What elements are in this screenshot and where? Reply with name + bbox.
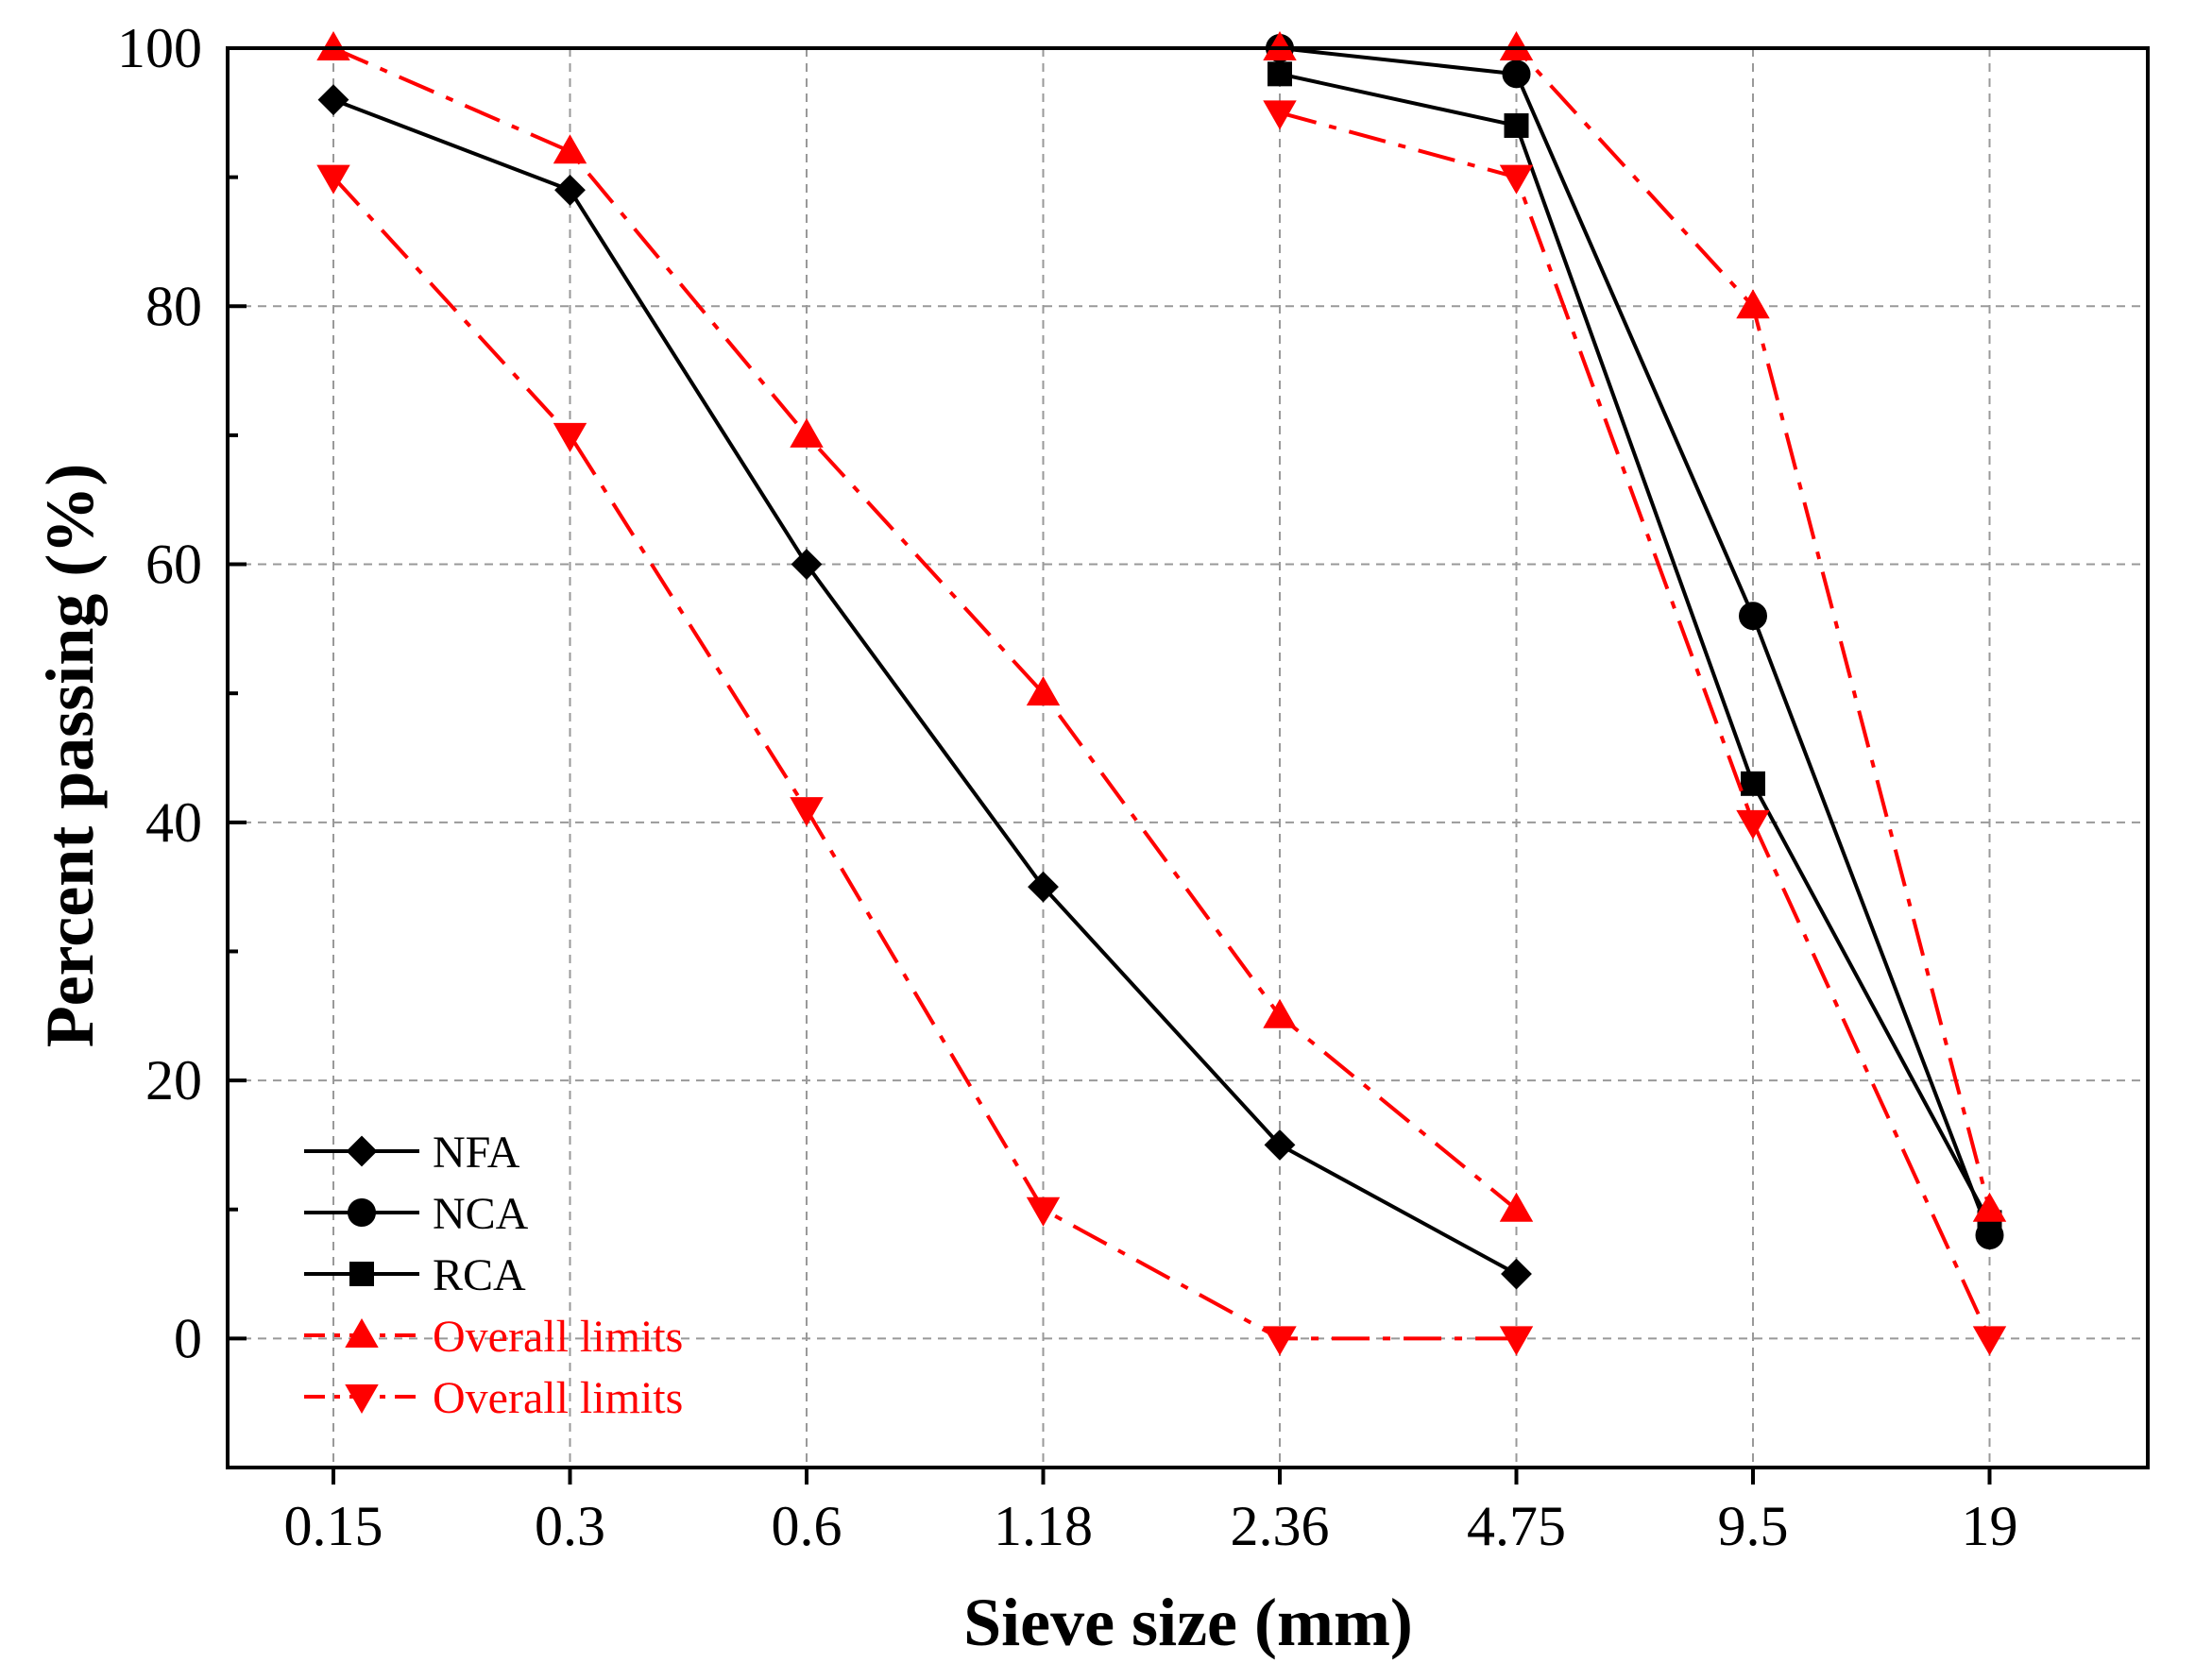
- data-point-9.5: [1739, 602, 1767, 631]
- data-point-2.36: [1263, 1326, 1297, 1356]
- data-point-2.36: [1264, 1128, 1296, 1161]
- data-point-1.18: [1026, 676, 1061, 706]
- data-point-4.75: [1502, 59, 1531, 89]
- data-point-0.3: [553, 422, 587, 452]
- data-point-4.75: [1504, 112, 1529, 138]
- legend-label: NFA: [433, 1128, 520, 1178]
- data-point-1.18: [1028, 871, 1059, 903]
- series-line: [1279, 46, 1992, 1236]
- y-axis-title: Percent passing (%): [32, 464, 108, 1048]
- series-line: [332, 176, 1517, 1341]
- data-point-0.15: [317, 84, 349, 116]
- x-tick-label: 0.15: [284, 1495, 383, 1557]
- data-point-9.5: [1736, 289, 1770, 319]
- legend-marker: [346, 1135, 378, 1167]
- x-tick-label: 0.6: [772, 1495, 842, 1557]
- plot-frame: [226, 46, 2150, 1469]
- data-point-2.36: [1263, 100, 1297, 130]
- data-point-0.6: [791, 549, 823, 580]
- x-tick-label: 0.3: [535, 1495, 605, 1557]
- series-overall-limits-4: [316, 164, 1534, 1356]
- data-point-4.75: [1501, 1258, 1532, 1290]
- legend-marker: [349, 1262, 374, 1286]
- data-point-1.18: [1026, 1196, 1061, 1227]
- x-tick-label: 9.5: [1718, 1495, 1789, 1557]
- series-nca-1: [1266, 34, 2004, 1250]
- y-tick-label: 80: [145, 275, 202, 337]
- data-point-0.6: [790, 417, 824, 448]
- y-tick-label: 20: [145, 1049, 202, 1112]
- legend-label: NCA: [433, 1189, 529, 1239]
- series-overall-limits-3: [316, 30, 1534, 1222]
- x-axis-title: Sieve size (mm): [963, 1585, 1413, 1660]
- data-point-9.5: [1736, 809, 1770, 840]
- legend-marker: [348, 1198, 376, 1227]
- series-nfa-0: [317, 84, 1532, 1290]
- legend-item: RCA: [304, 1250, 526, 1300]
- data-point-0.3: [553, 134, 587, 164]
- series-rca-2: [1268, 61, 2002, 1235]
- series-overall-limits-6: [1263, 100, 2007, 1356]
- series-line: [332, 97, 1518, 1276]
- series-line: [1280, 46, 1992, 1211]
- legend-item: NCA: [304, 1189, 529, 1239]
- legend-label: Overall limits: [433, 1312, 683, 1362]
- legend-label: RCA: [433, 1250, 526, 1300]
- x-tick-label: 1.18: [994, 1495, 1093, 1557]
- data-point-4.75: [1499, 1326, 1534, 1356]
- series-line: [1279, 72, 1992, 1224]
- data-point-19: [1972, 1192, 2007, 1222]
- data-point-0.15: [316, 164, 350, 195]
- series-layer: [316, 30, 2007, 1356]
- y-tick-label: 60: [145, 534, 202, 596]
- x-tick-label: 4.75: [1467, 1495, 1566, 1557]
- data-point-0.6: [790, 797, 824, 827]
- y-tick-label: 40: [145, 791, 202, 854]
- legend-label: Overall limits: [433, 1373, 683, 1423]
- series-line: [332, 46, 1518, 1212]
- data-point-2.36: [1268, 61, 1292, 87]
- axes-layer: 0 20 40 60 80 100 0.15 0.3 0.6 1.18 2.36 4.75 9.5 19: [117, 17, 2150, 1557]
- x-tick-label: 19: [1962, 1495, 2018, 1557]
- data-point-9.5: [1741, 771, 1765, 796]
- data-point-0.3: [554, 174, 586, 206]
- legend-marker: [345, 1317, 379, 1348]
- legend-marker: [345, 1384, 379, 1415]
- series-line: [1279, 110, 1992, 1340]
- y-tick-label: 0: [174, 1307, 202, 1369]
- x-tick-label: 2.36: [1231, 1495, 1330, 1557]
- legend-item: NFA: [304, 1128, 520, 1178]
- legend-item: Overall limits: [304, 1373, 683, 1423]
- data-point-4.75: [1499, 1192, 1534, 1222]
- legend: NFA NCA RCA Overall limits Overall limits: [304, 1128, 683, 1423]
- legend-item: Overall limits: [304, 1312, 683, 1362]
- data-point-19: [1972, 1326, 2007, 1356]
- data-point-2.36: [1263, 998, 1297, 1028]
- y-tick-label: 100: [117, 17, 202, 79]
- data-point-4.75: [1499, 164, 1534, 195]
